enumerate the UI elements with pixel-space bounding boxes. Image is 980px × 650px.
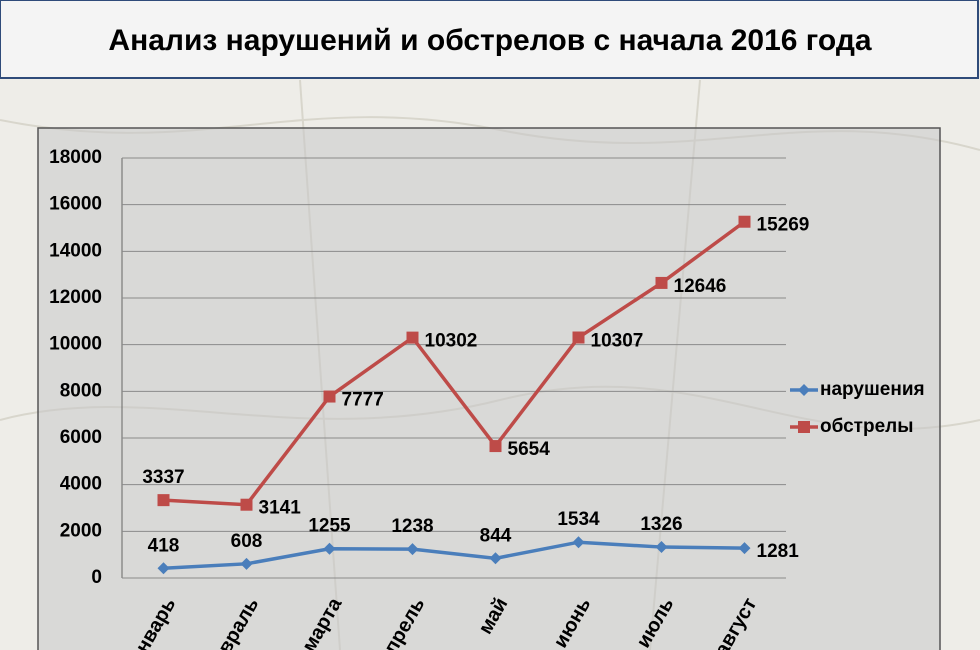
data-label: 3141 [259, 498, 302, 519]
y-tick-label: 12000 [49, 287, 102, 308]
marker [489, 440, 502, 453]
marker [406, 543, 419, 556]
data-label: 1326 [640, 514, 682, 535]
data-label: 5654 [508, 439, 551, 460]
legend-label: нарушения [820, 379, 925, 400]
y-tick-label: 2000 [60, 520, 102, 541]
marker [240, 498, 253, 511]
data-label: 1238 [391, 516, 433, 537]
marker [406, 331, 419, 344]
marker [323, 542, 336, 555]
y-tick-label: 4000 [60, 474, 102, 495]
marker [572, 331, 585, 344]
data-label: 15269 [757, 215, 810, 236]
marker [738, 215, 751, 228]
data-label: 3337 [142, 467, 184, 488]
y-tick-label: 0 [91, 567, 102, 588]
legend-marker [798, 421, 810, 433]
marker [655, 276, 668, 289]
y-tick-label: 14000 [49, 240, 102, 261]
y-tick-label: 18000 [49, 147, 102, 168]
marker [655, 541, 668, 554]
data-label: 1534 [557, 509, 600, 530]
data-label: 844 [480, 525, 512, 546]
data-label: 10302 [425, 331, 478, 352]
title-bar [0, 0, 979, 79]
series-line [163, 540, 745, 570]
marker [738, 542, 751, 555]
data-label: 10307 [591, 331, 644, 352]
legend-marker [798, 384, 810, 396]
y-tick-label: 6000 [60, 427, 102, 448]
series-line [163, 220, 746, 507]
data-label: 7777 [342, 390, 384, 411]
data-label: 418 [148, 535, 180, 556]
chart-title: Анализ нарушений и обстрелов с начала 20… [108, 24, 871, 57]
chart-area [37, 127, 941, 650]
legend-label: обстрелы [820, 416, 913, 437]
y-tick-label: 16000 [49, 194, 102, 215]
y-tick-label: 10000 [49, 334, 102, 355]
marker [240, 557, 253, 570]
marker [489, 552, 502, 565]
marker [572, 536, 585, 549]
marker [157, 562, 170, 575]
data-label: 12646 [674, 276, 727, 297]
data-label: 608 [231, 531, 263, 552]
data-label: 1281 [757, 541, 800, 562]
marker [323, 390, 336, 403]
data-label: 1255 [308, 516, 351, 537]
y-tick-label: 8000 [60, 380, 102, 401]
marker [157, 494, 170, 507]
